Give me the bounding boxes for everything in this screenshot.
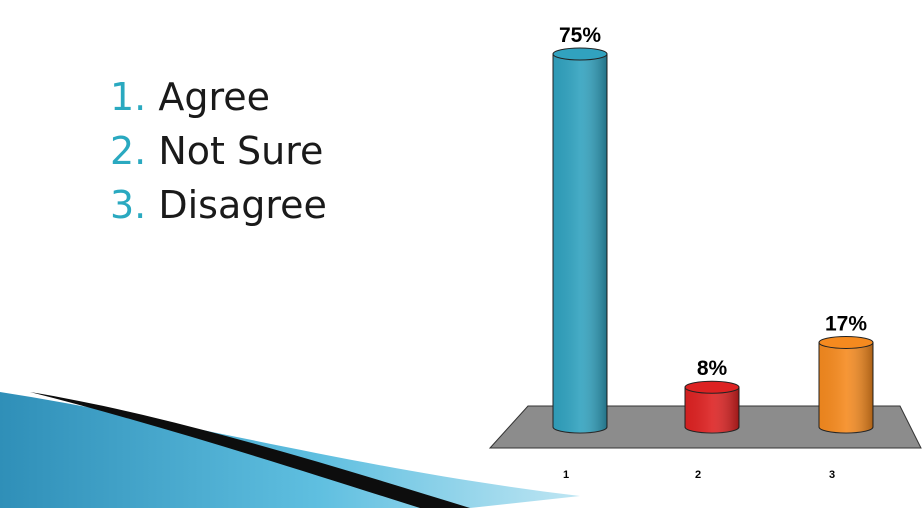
swoosh-dark (30, 392, 470, 508)
option-3: 3. Disagree (110, 178, 327, 232)
bar-2 (684, 380, 740, 434)
value-label-3: 17% (825, 312, 867, 335)
option-3-label: Disagree (158, 183, 327, 227)
bars-group (552, 47, 874, 434)
option-1-number: 1. (110, 75, 147, 119)
option-2: 2. Not Sure (110, 124, 327, 178)
labels-group: 75% 1 8% 2 17% 3 (559, 24, 867, 481)
bar-1 (552, 47, 608, 434)
bar-3 (818, 335, 874, 434)
value-label-1: 75% (559, 24, 601, 47)
option-2-label: Not Sure (158, 129, 324, 173)
option-3-number: 3. (110, 183, 147, 227)
tick-label-2: 2 (695, 469, 701, 481)
option-2-number: 2. (110, 129, 147, 173)
value-label-2: 8% (697, 357, 728, 380)
option-1-label: Agree (158, 75, 271, 119)
tick-label-3: 3 (829, 469, 835, 481)
tick-label-1: 1 (563, 469, 569, 481)
option-1: 1. Agree (110, 70, 327, 124)
options-list: 1. Agree 2. Not Sure 3. Disagree (110, 70, 327, 232)
